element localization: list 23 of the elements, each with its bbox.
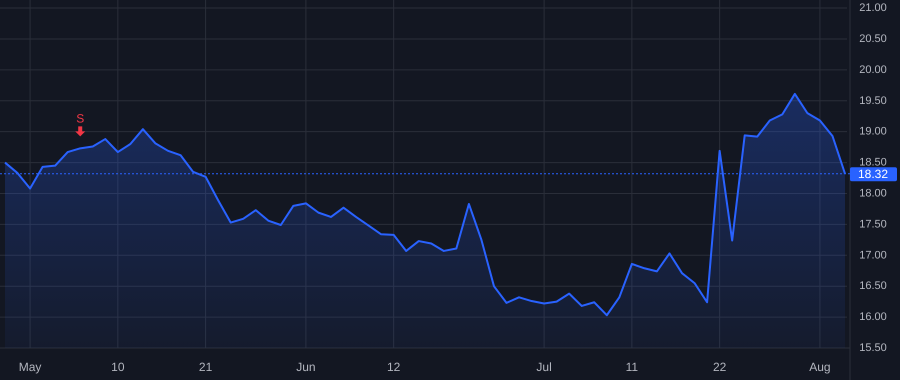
y-tick-label: 20.50 xyxy=(859,32,887,45)
x-tick-label: Jul xyxy=(536,360,552,374)
x-tick-label: Jun xyxy=(296,360,316,374)
y-tick-label: 20.00 xyxy=(859,64,887,76)
annotation: S xyxy=(76,111,84,126)
y-tick-label: 19.00 xyxy=(859,126,887,138)
y-tick-label: 15.50 xyxy=(859,342,887,354)
y-tick-label: 16.50 xyxy=(859,280,887,292)
x-tick-label: Aug xyxy=(809,360,831,374)
y-tick-label: 19.50 xyxy=(859,94,887,107)
x-tick-label: May xyxy=(18,360,42,374)
y-tick-label: 18.00 xyxy=(859,187,887,200)
x-tick-label: 12 xyxy=(386,360,401,374)
x-tick-label: 10 xyxy=(111,360,125,374)
y-tick-label: 16.00 xyxy=(859,311,887,324)
y-tick-label: 21.00 xyxy=(859,2,887,14)
ref-line-label: 18.32 xyxy=(858,167,888,182)
y-tick-label: 17.00 xyxy=(859,249,887,262)
y-tick-label: 18.50 xyxy=(859,156,887,169)
x-tick-label: 11 xyxy=(626,360,638,374)
x-tick-label: 22 xyxy=(712,360,727,374)
y-tick-label: 17.50 xyxy=(859,218,887,230)
x-tick-label: 21 xyxy=(198,360,213,374)
